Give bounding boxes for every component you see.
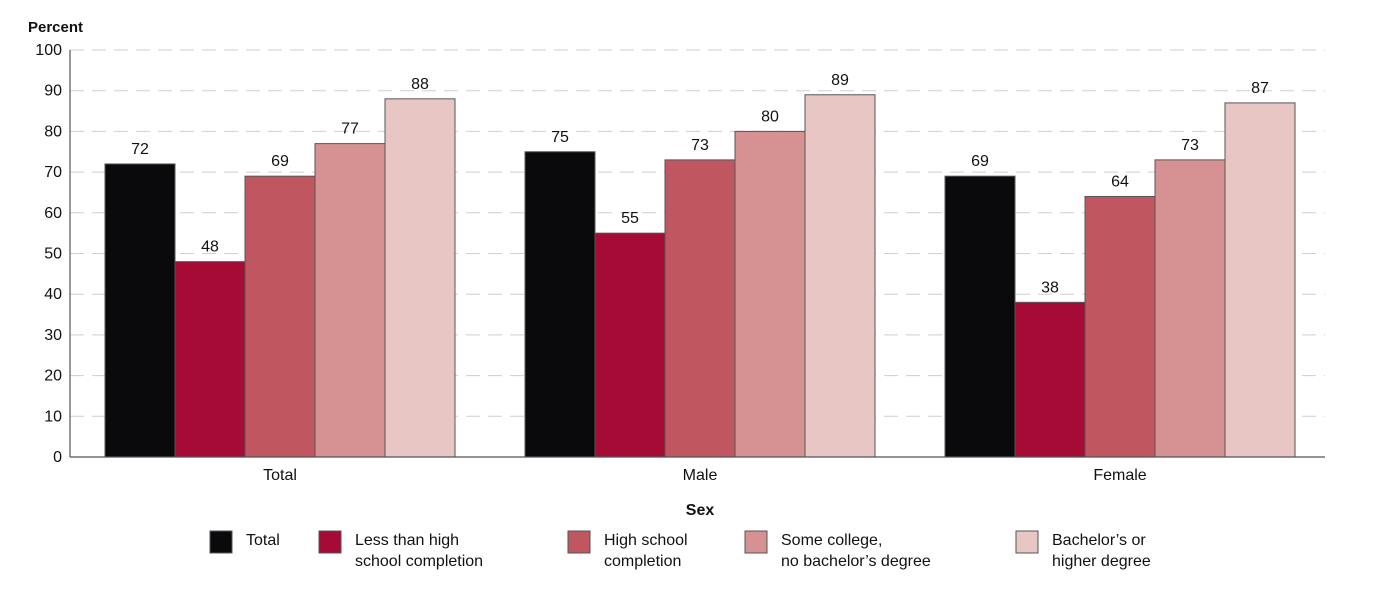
- bar-total-high-school-completion: [244, 175, 316, 458]
- legend-label-bachelor-s-or-higher-degree: Bachelor’s or higher degree: [1052, 532, 1151, 570]
- y-tick-0: 0: [53, 449, 62, 466]
- y-tick-90: 90: [44, 83, 62, 100]
- value-label-male-bachelor-s-or-higher-degree: 89: [831, 72, 849, 89]
- y-tick-50: 50: [44, 246, 62, 263]
- y-tick-60: 60: [44, 205, 62, 222]
- value-label-female-less-than-high-school-completion: 38: [1041, 279, 1059, 296]
- value-label-male-some-college-no-bachelor-s-degree: 80: [761, 108, 779, 125]
- value-label-female-bachelor-s-or-higher-degree: 87: [1251, 80, 1269, 97]
- value-label-male-high-school-completion: 73: [691, 137, 709, 154]
- bar-female-some-college-no-bachelor-s-degree: [1154, 159, 1226, 458]
- x-tick-labels: Total Male Female: [263, 467, 1147, 484]
- x-tick-female: Female: [1093, 467, 1146, 484]
- x-tick-male: Male: [683, 467, 718, 484]
- y-tick-30: 30: [44, 327, 62, 344]
- x-tick-total: Total: [263, 467, 297, 484]
- value-label-total-total: 72: [131, 141, 149, 158]
- bar-male-bachelor-s-or-higher-degree: [804, 94, 876, 458]
- legend-swatch-high-school-completion: [567, 530, 591, 554]
- y-tick-40: 40: [44, 286, 62, 303]
- value-label-total-bachelor-s-or-higher-degree: 88: [411, 76, 429, 93]
- bar-male-some-college-no-bachelor-s-degree: [734, 130, 806, 458]
- legend-label-some-college-no-bachelor-s-degree: Some college, no bachelor’s degree: [781, 532, 931, 570]
- value-label-total-less-than-high-school-completion: 48: [201, 239, 219, 256]
- value-label-female-some-college-no-bachelor-s-degree: 73: [1181, 137, 1199, 154]
- legend-label-less-than-high-school-completion: Less than high school completion: [355, 532, 483, 570]
- bar-female-high-school-completion: [1084, 196, 1156, 458]
- bar-female-bachelor-s-or-higher-degree: [1224, 102, 1296, 458]
- y-tick-20: 20: [44, 368, 62, 385]
- y-tick-70: 70: [44, 164, 62, 181]
- value-label-total-some-college-no-bachelor-s-degree: 77: [341, 121, 359, 138]
- bar-male-less-than-high-school-completion: [594, 232, 666, 458]
- y-tick-100: 100: [35, 42, 62, 59]
- legend-swatch-some-college-no-bachelor-s-degree: [744, 530, 768, 554]
- legend-swatch-total: [209, 530, 233, 554]
- value-label-total-high-school-completion: 69: [271, 153, 289, 170]
- value-labels: 72 48 69 77 88 75 55 73 80 89 69 38 64 73 87: [131, 72, 1269, 297]
- y-tick-10: 10: [44, 408, 62, 425]
- legend-swatch-less-than-high-school-completion: [318, 530, 342, 554]
- bar-female-less-than-high-school-completion: [1014, 301, 1086, 458]
- bar-female-total: [944, 175, 1016, 458]
- bar-male-total: [524, 151, 596, 458]
- bar-male-high-school-completion: [664, 159, 736, 458]
- value-label-female-total: 69: [971, 153, 989, 170]
- bars: [104, 94, 1296, 458]
- y-axis-title: Percent: [28, 19, 83, 36]
- value-label-female-high-school-completion: 64: [1111, 174, 1129, 191]
- y-tick-80: 80: [44, 123, 62, 140]
- bar-total-less-than-high-school-completion: [174, 261, 246, 458]
- x-axis-title: Sex: [686, 502, 715, 519]
- y-tick-labels: 0 10 20 30 40 50 60 70 80 90 100: [35, 42, 62, 466]
- value-label-male-total: 75: [551, 129, 569, 146]
- legend-swatch-bachelor-s-or-higher-degree: [1015, 530, 1039, 554]
- legend-label-total: Total: [246, 532, 280, 549]
- bar-total-some-college-no-bachelor-s-degree: [314, 143, 386, 458]
- bar-total-total: [104, 163, 176, 458]
- value-label-male-less-than-high-school-completion: 55: [621, 210, 639, 227]
- legend-label-high-school-completion: High school completion: [604, 532, 688, 570]
- bar-total-bachelor-s-or-higher-degree: [384, 98, 456, 458]
- legend: Total Less than high school completion High…: [209, 530, 1151, 570]
